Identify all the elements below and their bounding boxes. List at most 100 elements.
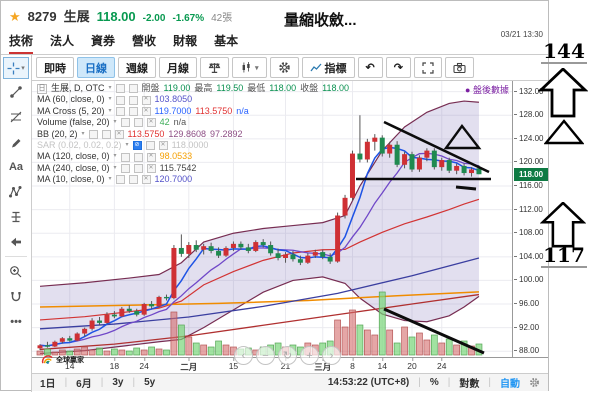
chevron-down-icon[interactable]: ▾	[113, 153, 117, 160]
remove-indicator-icon[interactable]: ✕	[146, 118, 156, 128]
indicators-button[interactable]: 指標	[301, 57, 355, 78]
redo-button[interactable]: ↷	[385, 57, 411, 78]
tab-margin[interactable]: 資券	[91, 34, 116, 48]
scroll-left-button[interactable]: ‹	[234, 346, 253, 365]
indicator-settings-icon[interactable]	[128, 106, 138, 116]
legend-value: 118.00	[322, 83, 350, 93]
remove-indicator-icon[interactable]: ✕	[146, 163, 156, 173]
remove-indicator-icon[interactable]: ✕	[146, 152, 156, 162]
xabcd-pattern-tool[interactable]	[1, 179, 31, 204]
favorite-star-icon[interactable]: ★	[9, 9, 21, 24]
range-button-1d[interactable]: 1日	[40, 379, 56, 390]
target-price-upper: 144	[541, 40, 587, 64]
legend-value: 115.7542	[159, 162, 197, 173]
chevron-down-icon[interactable]: ▾	[108, 85, 112, 91]
visibility-off-icon[interactable]: ⊘	[132, 141, 142, 151]
chevron-down-icon[interactable]: ▾	[108, 96, 112, 103]
fib-retracement-tool[interactable]	[1, 104, 31, 129]
range-button-3y[interactable]: 3y	[112, 377, 124, 388]
compare-button[interactable]	[200, 57, 229, 78]
chart-nav-controls: ‹ − ↻ + ›	[234, 346, 341, 365]
indicator-settings-icon[interactable]	[120, 152, 130, 162]
remove-indicator-icon[interactable]: ✕	[114, 129, 124, 139]
crosshair-icon	[7, 62, 20, 74]
indicator-settings-icon[interactable]	[115, 175, 125, 185]
undo-button[interactable]: ↶	[357, 57, 383, 78]
indicator-settings-icon[interactable]	[145, 141, 155, 151]
indicator-settings-icon[interactable]	[120, 118, 130, 128]
more-tools[interactable]: •••	[10, 315, 22, 328]
remove-indicator-icon[interactable]: ✕	[141, 95, 151, 105]
zoom-in-button[interactable]: +	[300, 346, 319, 365]
brush-tool[interactable]	[1, 129, 31, 154]
crosshair-tool[interactable]: ▾	[3, 57, 29, 79]
indicator-settings-icon[interactable]	[128, 175, 138, 185]
legend-row: Volume (false, 20) ▾ ✕ 42 n/a	[37, 117, 349, 128]
zoom-in-tool[interactable]	[1, 259, 31, 284]
tab-institutional[interactable]: 法人	[50, 34, 75, 48]
chevron-down-icon[interactable]: ▾	[113, 119, 117, 126]
tab-revenue[interactable]: 營收	[132, 34, 157, 48]
chart-style-button[interactable]: ▾	[232, 57, 267, 78]
chart-settings-button[interactable]	[269, 57, 299, 78]
snapshot-button[interactable]	[444, 57, 474, 78]
magnet-tool[interactable]	[1, 284, 31, 309]
weekly-button[interactable]: 週線	[118, 57, 156, 78]
text-tool[interactable]: Aa	[8, 160, 24, 173]
chevron-down-icon[interactable]: ▾	[113, 164, 117, 171]
remove-indicator-icon[interactable]: ✕	[141, 106, 151, 116]
chevron-down-icon[interactable]: ▾	[108, 107, 112, 114]
gear-icon	[278, 62, 290, 73]
separator: |	[100, 377, 104, 388]
log-scale-button[interactable]: 對數	[459, 379, 480, 390]
status-controls: 14:53:22 (UTC+8) |% | 對數 | 自動	[328, 375, 540, 390]
indicator-settings-icon[interactable]	[88, 129, 98, 139]
auto-scale-button[interactable]: 自動	[500, 379, 520, 390]
indicator-settings-icon[interactable]	[128, 95, 138, 105]
price-tick: 120.00	[513, 157, 544, 167]
indicator-legend: 日生展, D, OTC ▾ 開盤 119.00 最高 119.50 最低 118.00 收盤 11…	[37, 83, 349, 186]
percent-scale-button[interactable]: %	[429, 377, 439, 388]
tab-financials[interactable]: 財報	[173, 34, 198, 48]
price-axis[interactable]: 132.00 128.00 124.00 120.00 116.00 112.00 108.…	[512, 81, 549, 357]
indicator-settings-icon[interactable]	[115, 106, 125, 116]
brand-watermark: 全球贏家	[41, 353, 84, 366]
reset-view-button[interactable]: ↻	[278, 346, 297, 365]
indicator-settings-icon[interactable]	[101, 129, 111, 139]
indicator-settings-icon[interactable]	[133, 118, 143, 128]
chevron-down-icon[interactable]: ▾	[108, 176, 112, 183]
indicator-settings-icon[interactable]	[133, 163, 143, 173]
range-button-6m[interactable]: 6月	[76, 379, 92, 390]
tab-technical[interactable]: 技術	[9, 32, 34, 54]
indicator-settings-icon[interactable]	[115, 95, 125, 105]
position-tool[interactable]	[1, 204, 31, 229]
monthly-button[interactable]: 月線	[159, 57, 197, 78]
chevron-down-icon[interactable]: ▾	[81, 130, 85, 137]
remove-indicator-icon[interactable]: ✕	[141, 175, 151, 185]
indicator-settings-icon[interactable]	[133, 152, 143, 162]
price-chart[interactable]	[32, 81, 512, 357]
legend-row: MA (60, close, 0) ▾ ✕ 103.8050	[37, 94, 349, 105]
realtime-button[interactable]: 即時	[36, 57, 74, 78]
chevron-down-icon[interactable]: ▾	[125, 141, 129, 148]
arrow-tool[interactable]	[1, 229, 31, 254]
fullscreen-button[interactable]	[413, 57, 442, 78]
trendline-tool[interactable]	[1, 79, 31, 104]
tab-fundamentals[interactable]: 基本	[214, 34, 239, 48]
daily-button[interactable]: 日線	[77, 57, 115, 78]
scroll-right-button[interactable]: ›	[322, 346, 341, 365]
zoom-out-button[interactable]: −	[256, 346, 275, 365]
indicator-settings-icon[interactable]	[115, 84, 125, 94]
price-tick: 100.00	[513, 275, 544, 285]
headline-text: 量縮收斂...	[284, 12, 357, 29]
remove-indicator-icon[interactable]: ✕	[158, 141, 168, 151]
indicator-settings-icon[interactable]	[128, 84, 138, 94]
range-button-5y[interactable]: 5y	[144, 377, 156, 388]
price-change: -2.00	[142, 13, 166, 24]
separator: |	[447, 377, 451, 388]
legend-label: Volume (false, 20)	[37, 117, 110, 128]
indicator-settings-icon[interactable]	[120, 163, 130, 173]
settings-icon[interactable]	[529, 377, 540, 388]
legend-value: n/a	[236, 105, 249, 116]
expand-icon	[422, 61, 434, 74]
